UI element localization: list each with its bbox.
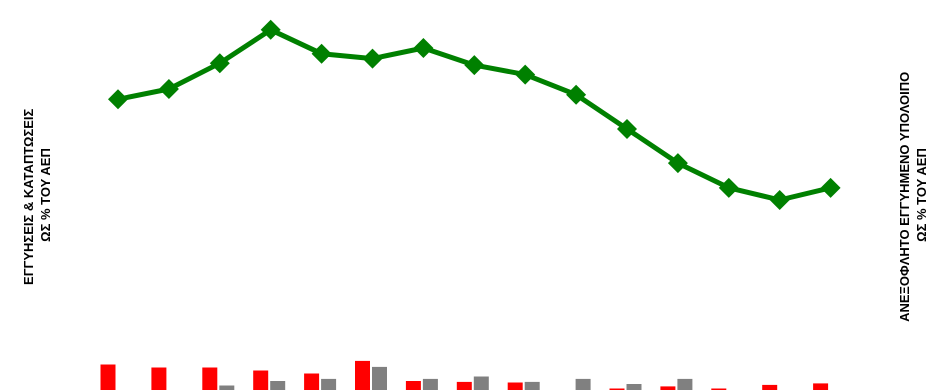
left-axis-title: ΕΓΓΥΗΣΕΙΣ & ΚΑΤΑΠΤΩΣΕΙΣ ΩΣ % ΤΟΥ ΑΕΠ — [21, 105, 53, 285]
line-point-1 — [108, 89, 128, 110]
bars-layer — [100, 360, 829, 390]
line-point-4 — [260, 19, 281, 40]
line-point-6 — [362, 48, 383, 69]
bar-series-1-12 — [660, 386, 676, 390]
right-axis-title-line-1: ΑΝΕΞΟΦΛΗΤΟ ΕΓΓΥΗΜΕΝΟ ΥΠΟΛΟΙΠΟ — [897, 72, 912, 322]
bar-series-1-8 — [456, 381, 472, 390]
bar-series-2-12 — [677, 378, 693, 390]
line-point-11 — [617, 118, 637, 139]
line-point-2 — [158, 79, 179, 100]
line-point-15 — [820, 177, 841, 198]
bar-series-1-14 — [762, 384, 778, 390]
bar-series-1-15 — [813, 383, 829, 390]
bar-series-1-7 — [405, 381, 421, 390]
bar-series-2-9 — [524, 381, 540, 390]
bar-series-2-11 — [626, 384, 642, 390]
bar-series-1-4 — [253, 370, 269, 390]
line-point-3 — [209, 53, 230, 74]
bar-series-1-11 — [609, 388, 625, 390]
bar-series-2-10 — [575, 378, 591, 390]
line-point-14 — [769, 190, 790, 210]
bar-series-2-8 — [473, 376, 489, 390]
bar-series-2-7 — [422, 378, 438, 390]
bar-series-2-3 — [219, 385, 235, 390]
line-point-9 — [515, 64, 536, 85]
left-axis-title-line-1: ΕΓΓΥΗΣΕΙΣ & ΚΑΤΑΠΤΩΣΕΙΣ — [21, 108, 36, 285]
bar-series-1-3 — [202, 367, 218, 390]
right-axis-title: ΑΝΕΞΟΦΛΗΤΟ ΕΓΓΥΗΜΕΝΟ ΥΠΟΛΟΙΠΟ ΩΣ % ΤΟΥ Α… — [897, 68, 929, 322]
bar-series-1-5 — [304, 373, 320, 390]
line-layer — [108, 19, 841, 210]
line-point-7 — [413, 38, 434, 58]
bar-series-2-6 — [372, 366, 387, 390]
line-point-8 — [464, 55, 485, 76]
bar-series-1-9 — [507, 382, 523, 390]
line-point-12 — [667, 153, 688, 174]
line-point-5 — [311, 43, 332, 64]
bar-series-1-2 — [151, 367, 167, 390]
line-point-13 — [718, 177, 739, 198]
bar-series-2-4 — [270, 381, 286, 390]
bar-series-2-5 — [321, 378, 337, 390]
bar-series-1-1 — [100, 364, 116, 390]
left-axis-title-line-2: ΩΣ % ΤΟΥ ΑΕΠ — [38, 148, 53, 242]
bar-series-1-13 — [711, 388, 727, 390]
right-axis-title-line-2: ΩΣ % ΤΟΥ ΑΕΠ — [914, 148, 929, 242]
bar-series-1-6 — [355, 360, 370, 390]
line-point-10 — [566, 84, 587, 105]
